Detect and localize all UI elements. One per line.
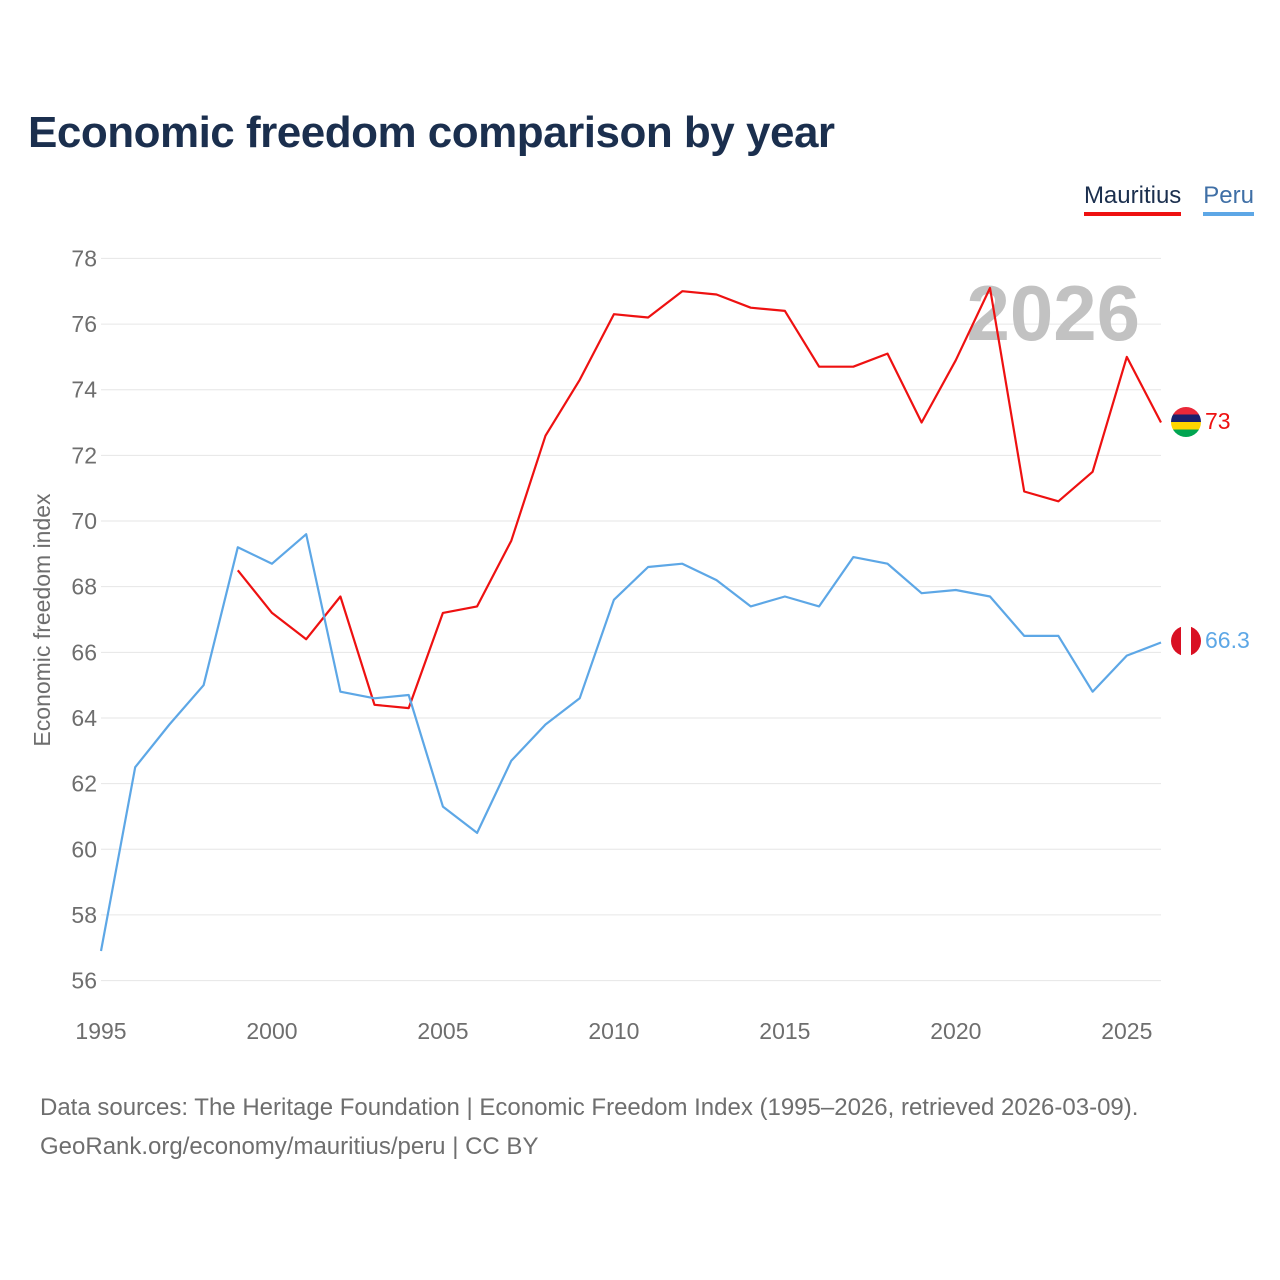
- y-axis-ticks: 56 58 60 62 64 66 68 70 72 74 76 78: [71, 245, 97, 993]
- series-line-mauritius: [236, 286, 1162, 710]
- footer: Data sources: The Heritage Foundation | …: [40, 1088, 1138, 1166]
- footer-source: Data sources: The Heritage Foundation | …: [40, 1094, 1139, 1121]
- x-tick-label: 2015: [759, 1018, 810, 1044]
- y-tick-label: 76: [71, 311, 97, 337]
- year-watermark: 2026: [966, 269, 1140, 357]
- series-line-peru: [99, 533, 1162, 952]
- y-tick-label: 58: [71, 902, 97, 928]
- y-tick-label: 62: [71, 771, 97, 797]
- x-tick-label: 2005: [417, 1018, 468, 1044]
- y-tick-label: 70: [71, 508, 97, 534]
- legend-item-peru[interactable]: Peru: [1203, 182, 1254, 216]
- line-chart: 2026 56 58 60 62 64 66 68 70 72 74 76 78 1995 2000 20…: [29, 245, 1250, 1044]
- y-axis-label: Economic freedom index: [29, 493, 55, 747]
- series-lines: [99, 286, 1162, 952]
- y-tick-label: 78: [71, 245, 97, 271]
- y-tick-label: 66: [71, 639, 97, 665]
- grid-lines: [101, 257, 1161, 982]
- y-tick-label: 68: [71, 574, 97, 600]
- x-tick-label: 2010: [588, 1018, 639, 1044]
- mauritius-flag-icon: [1171, 407, 1201, 437]
- x-tick-label: 1995: [75, 1018, 126, 1044]
- x-tick-label: 2025: [1101, 1018, 1152, 1044]
- y-tick-label: 74: [71, 377, 97, 403]
- y-tick-label: 72: [71, 442, 97, 468]
- peru-flag-icon: [1171, 626, 1201, 656]
- page-title: Economic freedom comparison by year: [28, 108, 835, 157]
- legend: Mauritius Peru: [1083, 182, 1254, 216]
- legend-item-mauritius[interactable]: Mauritius: [1083, 182, 1182, 216]
- x-tick-label: 2020: [930, 1018, 981, 1044]
- peru-end-label: 66.3: [1205, 627, 1250, 653]
- footer-link[interactable]: GeoRank.org/economy/mauritius/peru | CC …: [40, 1133, 539, 1160]
- y-tick-label: 60: [71, 836, 97, 862]
- x-tick-label: 2000: [246, 1018, 297, 1044]
- y-tick-label: 64: [71, 705, 97, 731]
- y-tick-label: 56: [71, 968, 97, 994]
- mauritius-end-label: 73: [1205, 408, 1231, 434]
- x-axis-ticks: 1995 2000 2005 2010 2015 2020 2025: [75, 1018, 1152, 1044]
